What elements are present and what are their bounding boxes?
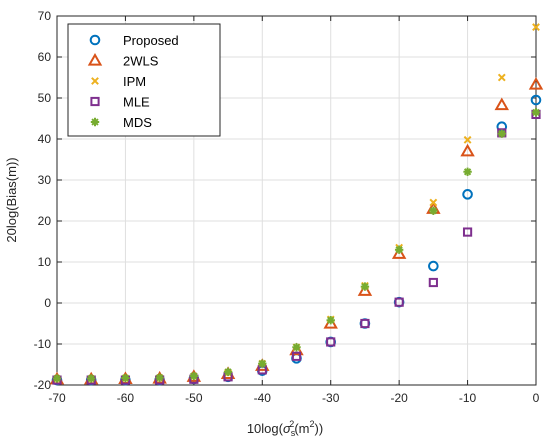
series-mds [52, 108, 541, 383]
x-tick-label: -20 [390, 391, 408, 405]
legend-marker-2wls [87, 52, 103, 66]
x-axis-label: 10log(σs2(m2)) [247, 419, 323, 438]
mds-point [463, 167, 472, 176]
legend-label-2wls: 2WLS [123, 54, 159, 69]
ipm-point [429, 198, 438, 207]
mds-point [52, 374, 62, 383]
mle-point [360, 318, 370, 329]
x-tick-label: -60 [117, 391, 135, 405]
ipm-point [463, 135, 472, 144]
y-tick-label: -20 [34, 378, 52, 392]
mds-point [155, 373, 164, 382]
2wls-point [528, 76, 544, 90]
legend-label-proposed: Proposed [123, 33, 179, 48]
x-tick-label: -50 [185, 391, 203, 405]
legend-marker-ipm [91, 77, 99, 85]
x-tick-label: -30 [322, 391, 340, 405]
proposed-point [428, 260, 439, 272]
legend-marker-mds [90, 117, 100, 127]
mle-point [326, 337, 336, 347]
mds-point [223, 367, 233, 377]
mle-point [394, 297, 404, 307]
mle-point [428, 277, 438, 288]
mds-point [394, 245, 404, 254]
legend-label-mle: MLE [123, 95, 150, 110]
2wls-point [494, 97, 510, 111]
y-tick-label: 60 [38, 50, 52, 64]
y-axis-label: 20log(Bias(m)) [4, 157, 19, 242]
2wls-point [357, 283, 373, 296]
legend-entry-ipm: IPM [91, 74, 146, 89]
legend-entry-mds: MDS [90, 115, 152, 130]
x-tick-label: 0 [533, 391, 540, 405]
ipm-point [497, 73, 506, 82]
plot-area-frame [56, 15, 537, 386]
2wls-point [460, 143, 475, 157]
mds-point [258, 359, 267, 368]
x-tick-label: -70 [48, 391, 66, 405]
mle-point [462, 227, 473, 237]
y-tick-label: 40 [38, 132, 52, 146]
y-tick-label: -10 [34, 337, 52, 351]
y-tick-label: 20 [38, 214, 52, 228]
x-axis-label-units-sup: 2 [309, 419, 314, 429]
mds-point [531, 108, 541, 117]
x-tick-label: -10 [459, 391, 477, 405]
x-axis-label-suffix: )) [315, 421, 324, 436]
y-tick-label: 50 [38, 91, 52, 105]
x-tick-label: -40 [254, 391, 272, 405]
proposed-point [530, 94, 542, 106]
x-axis-label-units: (m [294, 421, 309, 436]
2wls-point [391, 246, 407, 259]
x-axis-label-sub: s [291, 428, 296, 438]
proposed-point [462, 189, 473, 200]
mds-point [121, 373, 130, 383]
y-tick-label: 70 [38, 9, 52, 23]
legend-label-mds: MDS [123, 115, 152, 130]
mds-point [87, 374, 96, 383]
mds-point [326, 316, 335, 325]
y-tick-label: 30 [38, 173, 52, 187]
legend-label-ipm: IPM [123, 74, 146, 89]
legend-entry-mle: MLE [90, 95, 150, 110]
mds-point [189, 371, 199, 381]
tick-labels: -70 -60 -50 -40 -30 -20 -10 0 -20 -10 0 10 20 30 40 50 6… [34, 9, 540, 405]
mds-point [292, 343, 301, 352]
y-tick-label: 0 [44, 296, 51, 310]
legend-entry-2wls: 2WLS [87, 52, 159, 69]
legend: Proposed 2WLS IPM MLE MDS [67, 23, 221, 137]
mds-point [429, 206, 438, 215]
x-axis-label-sigma: σ [283, 421, 292, 436]
legend-entry-proposed: Proposed [89, 33, 179, 48]
legend-marker-mle [90, 96, 100, 107]
data-marks [49, 23, 544, 386]
x-axis-label-sup: 2 [289, 419, 294, 429]
ipm-point [532, 23, 540, 31]
mle-point [291, 351, 302, 361]
x-axis-label-prefix: 10log( [247, 421, 284, 436]
mds-point [497, 129, 506, 138]
y-tick-label: 10 [38, 255, 52, 269]
mds-point [360, 282, 370, 291]
legend-marker-proposed [89, 34, 101, 46]
